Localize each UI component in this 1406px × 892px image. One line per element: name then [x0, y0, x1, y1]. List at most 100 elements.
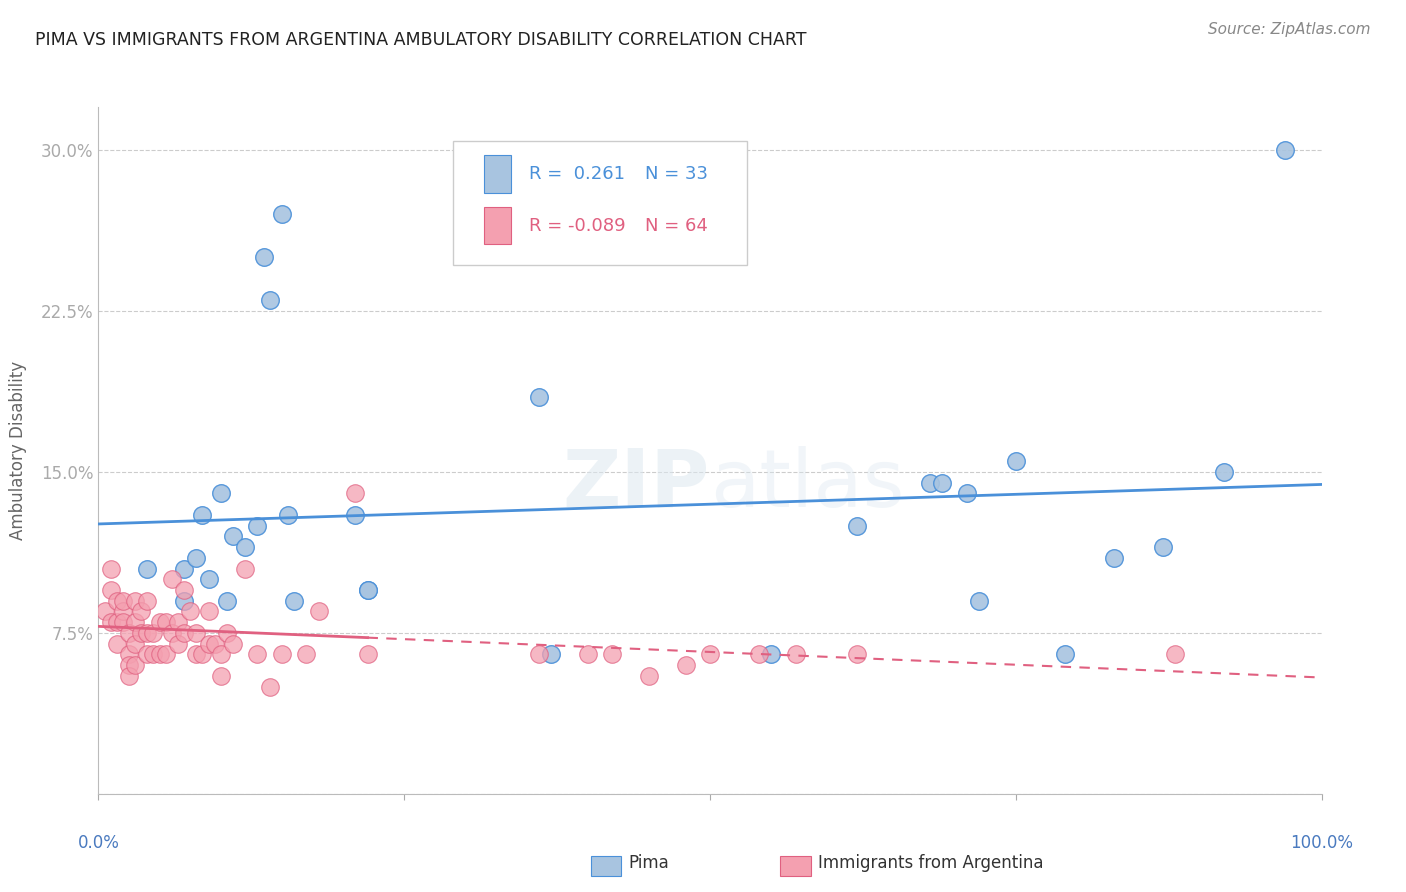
Point [785, 648, 807, 662]
Point [173, 561, 195, 575]
Text: N = 64: N = 64 [645, 217, 709, 235]
FancyBboxPatch shape [484, 207, 510, 244]
Point [124, 637, 146, 651]
Point [1212, 465, 1234, 479]
Point [527, 390, 550, 404]
Point [186, 550, 208, 565]
Point [748, 648, 770, 662]
Point [124, 615, 146, 630]
Point [129, 626, 152, 640]
Point [576, 648, 599, 662]
Point [356, 582, 378, 597]
Point [845, 518, 868, 533]
Point [761, 648, 783, 662]
Point [191, 508, 214, 522]
Point [179, 604, 201, 618]
Point [246, 648, 269, 662]
Point [246, 518, 269, 533]
Point [527, 648, 550, 662]
Point [149, 615, 172, 630]
Point [215, 593, 238, 607]
Point [136, 561, 159, 575]
Point [149, 648, 172, 662]
Y-axis label: Ambulatory Disability: Ambulatory Disability [8, 361, 27, 540]
Point [142, 648, 165, 662]
Point [270, 207, 294, 221]
Point [1164, 648, 1187, 662]
FancyBboxPatch shape [453, 141, 747, 265]
Point [222, 529, 245, 543]
Text: R =  0.261: R = 0.261 [529, 165, 626, 183]
Point [111, 604, 134, 618]
Point [222, 637, 245, 651]
Point [160, 572, 183, 586]
Point [675, 658, 697, 673]
Point [136, 593, 159, 607]
Point [111, 615, 134, 630]
Point [252, 250, 274, 264]
Point [204, 637, 226, 651]
Point [637, 669, 661, 683]
Point [344, 486, 367, 500]
Point [967, 593, 990, 607]
Point [1274, 143, 1296, 157]
Text: 100.0%: 100.0% [1291, 834, 1353, 852]
Point [259, 293, 281, 308]
Point [186, 648, 208, 662]
Point [118, 626, 141, 640]
Point [215, 626, 238, 640]
Point [308, 604, 330, 618]
Point [1152, 540, 1174, 554]
Point [540, 648, 562, 662]
Point [356, 648, 378, 662]
Point [93, 604, 115, 618]
Point [356, 582, 378, 597]
Point [173, 626, 195, 640]
Point [283, 593, 305, 607]
Point [845, 648, 868, 662]
Point [167, 637, 190, 651]
Point [191, 648, 214, 662]
Point [118, 658, 141, 673]
Point [111, 593, 134, 607]
Point [197, 604, 219, 618]
Point [233, 540, 256, 554]
Point [209, 486, 232, 500]
Point [344, 508, 367, 522]
Point [105, 637, 128, 651]
Point [600, 648, 623, 662]
Point [118, 648, 141, 662]
FancyBboxPatch shape [484, 155, 510, 193]
Point [160, 626, 183, 640]
Point [100, 582, 122, 597]
Point [136, 648, 159, 662]
Point [197, 572, 219, 586]
Text: ZIP: ZIP [562, 446, 710, 524]
Point [105, 593, 128, 607]
Point [1102, 550, 1125, 565]
Point [173, 593, 195, 607]
Point [155, 648, 177, 662]
Point [142, 626, 165, 640]
Point [129, 604, 152, 618]
Point [118, 669, 141, 683]
Point [124, 658, 146, 673]
Point [209, 669, 232, 683]
Point [186, 626, 208, 640]
Point [124, 593, 146, 607]
Point [105, 615, 128, 630]
Point [100, 615, 122, 630]
Point [920, 475, 942, 490]
Text: 0.0%: 0.0% [77, 834, 120, 852]
Point [100, 561, 122, 575]
Text: atlas: atlas [710, 446, 904, 524]
Point [277, 508, 299, 522]
Point [155, 615, 177, 630]
Point [136, 626, 159, 640]
Point [259, 680, 281, 694]
Point [699, 648, 721, 662]
Text: Immigrants from Argentina: Immigrants from Argentina [818, 854, 1043, 871]
Point [1053, 648, 1076, 662]
Point [173, 582, 195, 597]
Point [956, 486, 979, 500]
